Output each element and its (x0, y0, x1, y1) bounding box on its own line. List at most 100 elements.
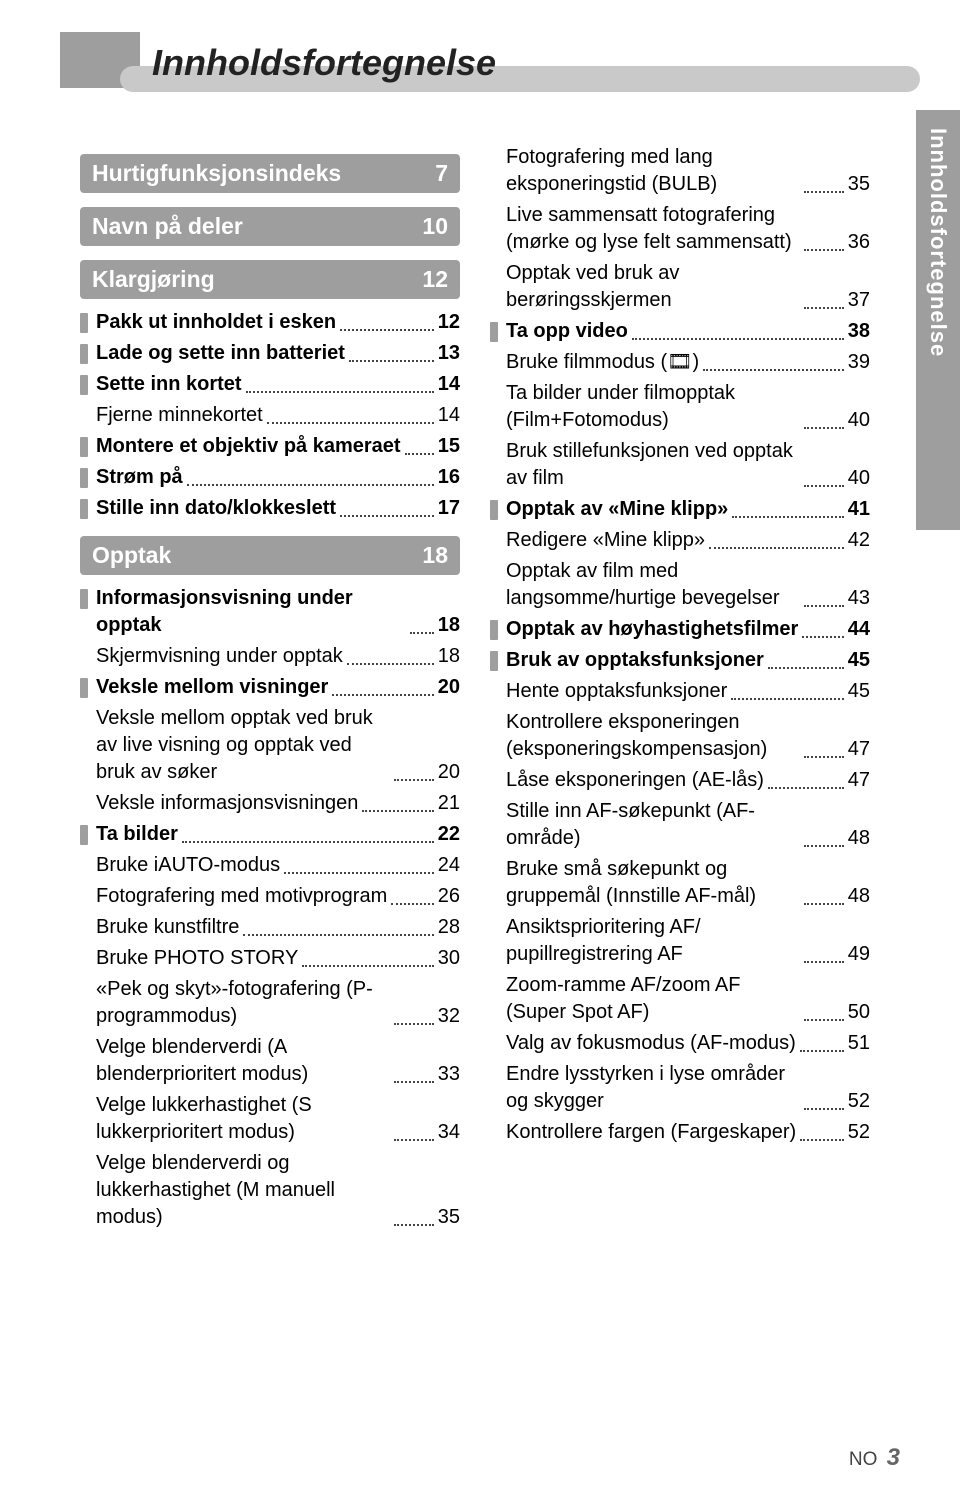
section-label: Hurtigfunksjonsindeks (92, 160, 341, 187)
toc-entry-page: 17 (438, 495, 460, 522)
leader-dots (804, 903, 844, 905)
toc-entry: Ta bilder 22 (80, 821, 460, 848)
toc-entry-page: 22 (438, 821, 460, 848)
toc-entry: Live sammensatt fotografering (mørke og … (490, 202, 870, 256)
toc-entry: Informasjonsvisning under opptak18 (80, 585, 460, 639)
toc-entry-label: Kontrollere fargen (Fargeskaper) (490, 1119, 796, 1146)
toc-entry-label: Opptak av film med langsomme/hurtige bev… (490, 558, 800, 612)
section-page: 12 (422, 266, 448, 293)
leader-dots (802, 636, 843, 638)
toc-entry: Opptak ved bruk av berøringsskjermen37 (490, 260, 870, 314)
toc-entry-page: 45 (848, 678, 870, 705)
toc-entry-label: Pakk ut innholdet i esken (96, 309, 336, 336)
toc-entry-label: Bruke filmmodus (🎞) (490, 349, 699, 376)
toc-entry-page: 26 (438, 883, 460, 910)
toc-entry-label: Stille inn dato/klokkeslett (96, 495, 336, 522)
toc-entry-label: Lade og sette inn batteriet (96, 340, 345, 367)
toc-entry-page: 39 (848, 349, 870, 376)
toc-entry: Veksle mellom visninger20 (80, 674, 460, 701)
page-footer: NO 3 (849, 1444, 900, 1472)
leader-dots (340, 515, 434, 517)
toc-entry: Bruke iAUTO-modus24 (80, 852, 460, 879)
toc-entry-label: Sette inn kortet (96, 371, 242, 398)
bullet-marker-icon (490, 322, 498, 342)
toc-entry: Ta opp video38 (490, 318, 870, 345)
toc-entry: Bruke filmmodus (🎞) 39 (490, 349, 870, 376)
toc-entry-label: Fotografering med lang eksponeringstid (… (490, 144, 800, 198)
toc-entry-label: Ta bilder (96, 821, 178, 848)
section-page: 7 (435, 160, 448, 187)
leader-dots (302, 965, 433, 967)
toc-entry: Fjerne minnekortet14 (80, 402, 460, 429)
toc-entry-page: 35 (848, 171, 870, 198)
toc-entry-label: Velge blenderverdi og lukkerhastighet (M… (80, 1150, 390, 1231)
toc-entry-label: Velge blenderverdi (A blenderprioritert … (80, 1034, 390, 1088)
toc-entry-page: 52 (848, 1119, 870, 1146)
toc-entry-page: 44 (848, 616, 870, 643)
toc-entry-label: Veksle mellom opptak ved bruk av live vi… (80, 705, 390, 786)
leader-dots (391, 903, 434, 905)
toc-section-heading: Opptak18 (80, 536, 460, 575)
toc-entry: «Pek og skyt»-fotografering (P-programmo… (80, 976, 460, 1030)
toc-entry: Bruke små søkepunkt og gruppemål (Innsti… (490, 856, 870, 910)
leader-dots (182, 841, 434, 843)
toc-entry: Veksle informasjonsvisningen21 (80, 790, 460, 817)
toc-entry-page: 13 (438, 340, 460, 367)
toc-entry-label: Bruke kunstfiltre (80, 914, 239, 941)
toc-entry: Veksle mellom opptak ved bruk av live vi… (80, 705, 460, 786)
toc-entry-page: 28 (438, 914, 460, 941)
toc-section-heading: Navn på deler10 (80, 207, 460, 246)
leader-dots (246, 391, 434, 393)
toc-entry-page: 21 (438, 790, 460, 817)
toc-entry-label: Opptak av høyhastighetsfilmer (506, 616, 798, 643)
toc-entry-page: 24 (438, 852, 460, 879)
toc-entry-label: «Pek og skyt»-fotografering (P-programmo… (80, 976, 390, 1030)
bullet-marker-icon (490, 620, 498, 640)
leader-dots (284, 872, 434, 874)
toc-entry-page: 40 (848, 407, 870, 434)
toc-entry-page: 32 (438, 1003, 460, 1030)
toc-entry-page: 35 (438, 1204, 460, 1231)
leader-dots (332, 694, 433, 696)
leader-dots (804, 427, 844, 429)
bullet-marker-icon (80, 825, 88, 845)
section-page: 10 (422, 213, 448, 240)
toc-entry: Strøm på16 (80, 464, 460, 491)
leader-dots (804, 485, 844, 487)
leader-dots (804, 756, 844, 758)
toc-entry: Pakk ut innholdet i esken 12 (80, 309, 460, 336)
toc-left-column: Hurtigfunksjonsindeks 7 Navn på deler10 Kla… (80, 140, 460, 1235)
toc-entry: Fotografering med motivprogram26 (80, 883, 460, 910)
leader-dots (804, 845, 844, 847)
leader-dots (410, 632, 434, 634)
toc-section-heading: Klargjøring12 (80, 260, 460, 299)
page-title: Innholdsfortegnelse (152, 42, 496, 84)
leader-dots (804, 1108, 844, 1110)
toc-entry: Velge lukkerhastighet (S lukkerprioriter… (80, 1092, 460, 1146)
leader-dots (731, 698, 844, 700)
bullet-marker-icon (490, 500, 498, 520)
leader-dots (804, 605, 844, 607)
toc-entry: Montere et objektiv på kameraet15 (80, 433, 460, 460)
toc-entry-page: 49 (848, 941, 870, 968)
toc-entry: Stille inn AF-søkepunkt (AF-område)48 (490, 798, 870, 852)
leader-dots (768, 667, 844, 669)
leader-dots (340, 329, 434, 331)
leader-dots (804, 249, 844, 251)
toc-entry: Ta bilder under filmopptak (Film+Fotomod… (490, 380, 870, 434)
toc-entry-label: Ta bilder under filmopptak (Film+Fotomod… (490, 380, 800, 434)
bullet-marker-icon (490, 651, 498, 671)
toc-entry-label: Zoom-ramme AF/zoom AF (Super Spot AF) (490, 972, 800, 1026)
toc-entry-page: 12 (438, 309, 460, 336)
side-tab: Innholdsfortegnelse (916, 110, 960, 530)
toc-entry: Skjermvisning under opptak18 (80, 643, 460, 670)
toc-entry-page: 51 (848, 1030, 870, 1057)
toc-entry: Bruk av opptaksfunksjoner45 (490, 647, 870, 674)
toc-entry-page: 15 (438, 433, 460, 460)
toc-entry-page: 52 (848, 1088, 870, 1115)
toc-entry-label: Ansiktsprioritering AF/ pupillregistreri… (490, 914, 800, 968)
leader-dots (187, 484, 434, 486)
toc-entry-page: 18 (438, 643, 460, 670)
toc-entry-label: Bruk av opptaksfunksjoner (506, 647, 764, 674)
toc-entry: Zoom-ramme AF/zoom AF (Super Spot AF)50 (490, 972, 870, 1026)
